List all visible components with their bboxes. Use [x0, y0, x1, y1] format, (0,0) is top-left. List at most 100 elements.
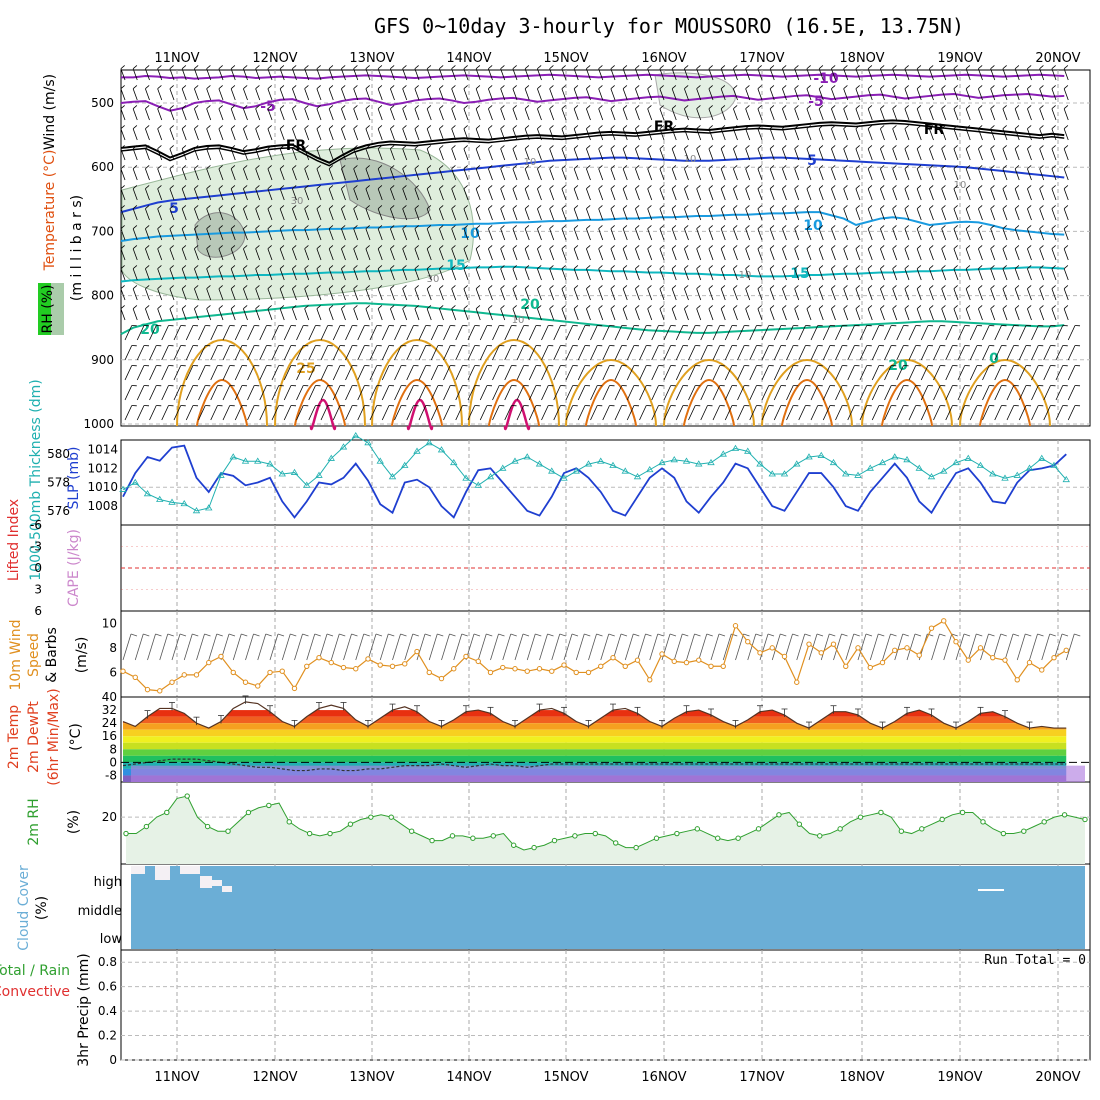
wind-barb-flag: [488, 105, 493, 110]
wind-barb-flag: [365, 85, 370, 90]
wind-barb-staff: [1027, 88, 1032, 101]
wind-barb: [316, 125, 322, 141]
wind-barb-staff: [500, 268, 506, 281]
wind-barb: [426, 305, 432, 321]
slp-ytick: 1008: [87, 499, 118, 513]
wind-barb-staff: [635, 68, 640, 81]
wind-barb-staff: [635, 128, 640, 141]
wind-barb-staff: [806, 88, 812, 101]
wind-barb-flag: [757, 245, 762, 250]
wind-barb-staff: [965, 288, 971, 301]
wind-barb-flag: [304, 125, 309, 130]
wind-barb-staff: [818, 188, 824, 201]
wind-barb: [488, 65, 493, 81]
surface-wind-barb: [232, 633, 242, 661]
wind-barb-staff: [696, 108, 702, 121]
thickness-point: [646, 465, 654, 473]
wind-barb-flag: [867, 165, 873, 170]
wind-barb-flag: [169, 305, 174, 310]
wind-barb-flag: [426, 245, 432, 250]
wind-barb: [769, 245, 775, 261]
wind-barb: [639, 345, 652, 361]
wind-barb-flag: [757, 165, 762, 170]
wind-barb: [978, 185, 983, 201]
wind-barb-flag: [659, 225, 664, 230]
wind-barb: [610, 165, 616, 181]
wind-barb: [1039, 225, 1045, 241]
wind-barb: [145, 205, 150, 221]
wind-barb: [598, 105, 604, 121]
wind-barb-staff: [234, 405, 243, 421]
wind-barb: [402, 85, 408, 101]
wind-barb: [720, 245, 726, 261]
wind-barb-staff: [1051, 268, 1057, 281]
wind-barb: [957, 405, 970, 421]
wind-barb: [990, 265, 996, 281]
wind-barb-flag: [120, 165, 125, 170]
wind-barb-flag: [733, 185, 738, 190]
wind-barb: [647, 85, 653, 101]
wind-barb-staff: [610, 168, 616, 181]
wind-barb: [610, 145, 616, 161]
wind-barb-staff: [586, 248, 591, 261]
wind-barb-flag: [892, 285, 897, 290]
wind-barb-staff: [524, 288, 530, 301]
wind-barb: [757, 185, 763, 201]
wind-barb-staff: [892, 268, 898, 281]
wind-barb-staff: [769, 188, 775, 201]
temp-ylabel-c: (6hr Min/Max): [46, 688, 62, 785]
rh-point: [1082, 816, 1088, 823]
wind-barb-staff: [414, 228, 420, 241]
wind-barb: [586, 65, 591, 81]
surface-wind-barb-flag: [204, 633, 211, 637]
wind-barb: [206, 305, 212, 321]
wind-barb-staff: [761, 405, 770, 421]
wind-barb: [794, 245, 800, 261]
wind-barb-flag: [181, 105, 187, 110]
wind-barb-flag: [463, 285, 468, 290]
wind-barb-staff: [1014, 248, 1020, 261]
wind-barb-staff: [353, 148, 359, 161]
wind-barb-staff: [965, 108, 971, 121]
thickness-point: [805, 453, 813, 460]
wind-barb-staff: [475, 108, 481, 121]
wind-barb-staff: [328, 168, 334, 181]
wind-barb: [488, 125, 493, 141]
wind-barb-staff: [871, 405, 880, 421]
wind-barb: [733, 185, 738, 201]
wind-barb-staff: [843, 228, 849, 241]
wind-barb-staff: [194, 108, 199, 121]
run-total: Run Total = 0: [984, 953, 1086, 968]
wind-barb: [1039, 85, 1045, 101]
wind-barb: [855, 265, 861, 281]
wind-barb-flag: [390, 205, 395, 210]
wind-barb-flag: [1039, 285, 1044, 290]
wind-barb-staff: [749, 325, 757, 341]
wind-barb-flag: [647, 85, 652, 90]
wind-barb-staff: [712, 325, 721, 341]
wind-barb: [120, 305, 126, 321]
surface-wind-barb: [735, 633, 744, 661]
wind-barb-flag: [953, 305, 958, 310]
wind-barb-staff: [377, 148, 383, 161]
wind-barb: [647, 125, 653, 141]
wind-barb-staff: [929, 188, 934, 201]
wind-barb: [516, 405, 529, 421]
wind-barb-flag: [696, 205, 701, 210]
wind-barb-flag: [1002, 185, 1007, 190]
wind-barb-staff: [255, 188, 261, 201]
wind-barb-staff: [855, 228, 861, 241]
wind-barb: [377, 125, 383, 141]
wind-barb-staff: [279, 308, 285, 321]
wind-barb: [210, 345, 223, 361]
rh-ytick: 20: [102, 810, 117, 824]
wind-barb-flag: [500, 105, 505, 110]
wind-barb: [684, 65, 689, 81]
wind-barb-flag: [341, 225, 346, 230]
thickness-line: [122, 435, 1067, 512]
wind-barb-staff: [855, 288, 861, 301]
wind-barb-flag: [733, 265, 738, 270]
wind-speed-point: [475, 658, 481, 665]
wind-barb-flag: [794, 105, 799, 110]
wind-barb-flag: [806, 205, 811, 210]
